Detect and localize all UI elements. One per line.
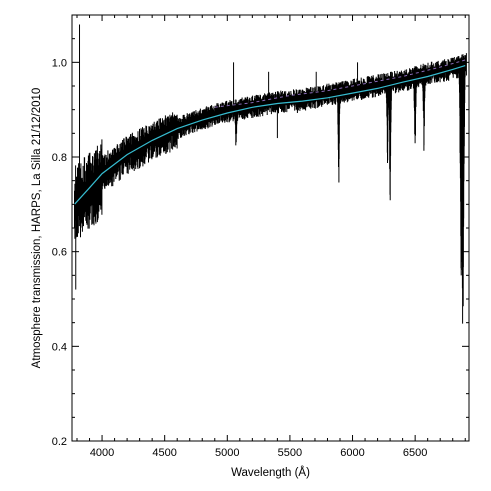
y-tick-label: 0.8 bbox=[52, 152, 67, 164]
absorption-band bbox=[421, 68, 426, 151]
model-dashed-curve bbox=[214, 59, 466, 108]
x-tick-label: 6500 bbox=[403, 447, 427, 459]
x-tick-label: 5500 bbox=[278, 447, 302, 459]
model-curve bbox=[74, 65, 466, 205]
y-tick-label: 0.2 bbox=[52, 436, 67, 448]
y-axis-ticks: 0.2 0.4 0.6 0.8 1.0 bbox=[52, 38, 469, 448]
x-tick-label: 6000 bbox=[340, 447, 364, 459]
y-tick-label: 0.6 bbox=[52, 247, 67, 259]
absorption-band bbox=[459, 58, 466, 324]
x-tick-label: 5000 bbox=[215, 447, 239, 459]
series-layer bbox=[74, 24, 467, 324]
y-axis-title: Atmosphere transmission, HARPS, La Silla… bbox=[31, 88, 43, 369]
y-tick-label: 1.0 bbox=[52, 57, 67, 69]
y-tick-label: 0.4 bbox=[52, 341, 67, 353]
x-axis-ticks: 4000 4500 5000 5500 6000 6500 bbox=[76, 15, 466, 459]
x-tick-label: 4500 bbox=[152, 447, 176, 459]
x-tick-label: 4000 bbox=[90, 447, 114, 459]
x-axis-title: Wavelength (Å) bbox=[231, 466, 310, 479]
absorption-band bbox=[336, 86, 341, 183]
